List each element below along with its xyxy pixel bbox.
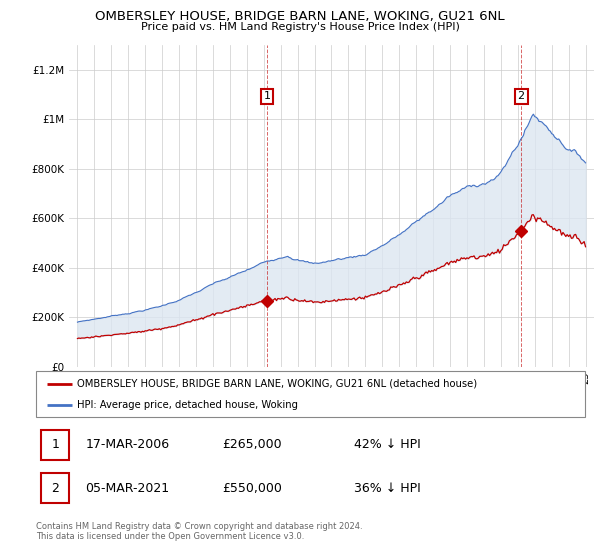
Text: 36% ↓ HPI: 36% ↓ HPI (355, 482, 421, 494)
FancyBboxPatch shape (41, 473, 69, 503)
Text: £550,000: £550,000 (223, 482, 283, 494)
Text: 42% ↓ HPI: 42% ↓ HPI (355, 438, 421, 451)
Text: 05-MAR-2021: 05-MAR-2021 (85, 482, 170, 494)
FancyBboxPatch shape (41, 430, 69, 460)
Text: Contains HM Land Registry data © Crown copyright and database right 2024.
This d: Contains HM Land Registry data © Crown c… (36, 522, 362, 542)
Text: HPI: Average price, detached house, Woking: HPI: Average price, detached house, Woki… (77, 400, 298, 410)
Text: 2: 2 (518, 91, 525, 101)
Text: Price paid vs. HM Land Registry's House Price Index (HPI): Price paid vs. HM Land Registry's House … (140, 22, 460, 32)
Text: 1: 1 (51, 438, 59, 451)
FancyBboxPatch shape (36, 371, 585, 417)
Text: £265,000: £265,000 (223, 438, 282, 451)
Text: 1: 1 (263, 91, 271, 101)
Text: OMBERSLEY HOUSE, BRIDGE BARN LANE, WOKING, GU21 6NL: OMBERSLEY HOUSE, BRIDGE BARN LANE, WOKIN… (95, 10, 505, 23)
Text: OMBERSLEY HOUSE, BRIDGE BARN LANE, WOKING, GU21 6NL (detached house): OMBERSLEY HOUSE, BRIDGE BARN LANE, WOKIN… (77, 379, 478, 389)
Text: 17-MAR-2006: 17-MAR-2006 (85, 438, 170, 451)
Text: 2: 2 (51, 482, 59, 494)
